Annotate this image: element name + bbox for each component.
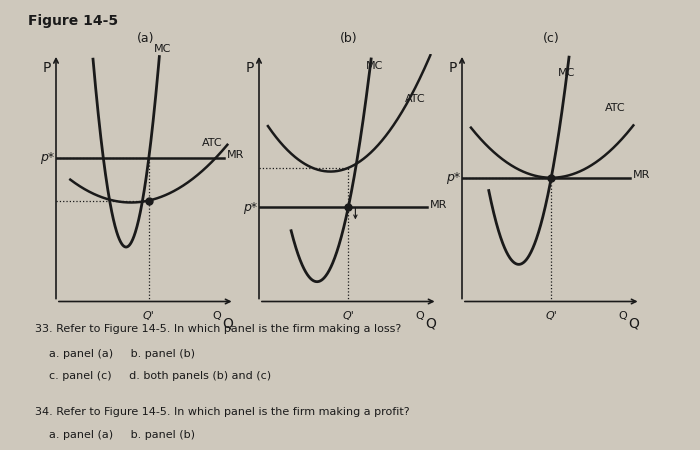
Text: MR: MR xyxy=(634,170,651,180)
Text: Q: Q xyxy=(618,311,627,321)
Text: Q': Q' xyxy=(143,311,155,321)
Text: 34. Refer to Figure 14-5. In which panel is the firm making a profit?: 34. Refer to Figure 14-5. In which panel… xyxy=(35,407,409,417)
Text: MC: MC xyxy=(558,68,575,78)
Text: c. panel (c)     d. both panels (b) and (c): c. panel (c) d. both panels (b) and (c) xyxy=(35,371,271,381)
Text: a. panel (a)     b. panel (b): a. panel (a) b. panel (b) xyxy=(35,430,195,440)
Text: P: P xyxy=(246,61,254,76)
Text: P: P xyxy=(449,61,457,76)
Text: Q': Q' xyxy=(342,311,354,321)
Text: 33. Refer to Figure 14-5. In which panel is the firm making a loss?: 33. Refer to Figure 14-5. In which panel… xyxy=(35,324,401,334)
Text: Q: Q xyxy=(222,316,233,330)
Text: Figure 14-5: Figure 14-5 xyxy=(28,14,118,27)
Text: a. panel (a)     b. panel (b): a. panel (a) b. panel (b) xyxy=(35,349,195,359)
Text: (c): (c) xyxy=(543,32,559,45)
Text: MR: MR xyxy=(430,200,448,210)
Text: p*: p* xyxy=(446,171,460,184)
Text: Q: Q xyxy=(212,311,221,321)
Text: (a): (a) xyxy=(136,32,154,45)
Text: ATC: ATC xyxy=(605,104,625,113)
Text: Q': Q' xyxy=(545,311,557,321)
Text: (b): (b) xyxy=(340,32,357,45)
Text: P: P xyxy=(43,61,51,76)
Text: p*: p* xyxy=(243,201,257,214)
Text: MC: MC xyxy=(366,61,383,71)
Text: MR: MR xyxy=(228,150,245,161)
Text: ATC: ATC xyxy=(405,94,426,104)
Text: p*: p* xyxy=(40,152,54,164)
Text: ATC: ATC xyxy=(202,138,223,148)
Text: Q: Q xyxy=(425,316,436,330)
Text: Q: Q xyxy=(415,311,424,321)
Text: MC: MC xyxy=(154,44,172,54)
Text: Q: Q xyxy=(628,316,639,330)
